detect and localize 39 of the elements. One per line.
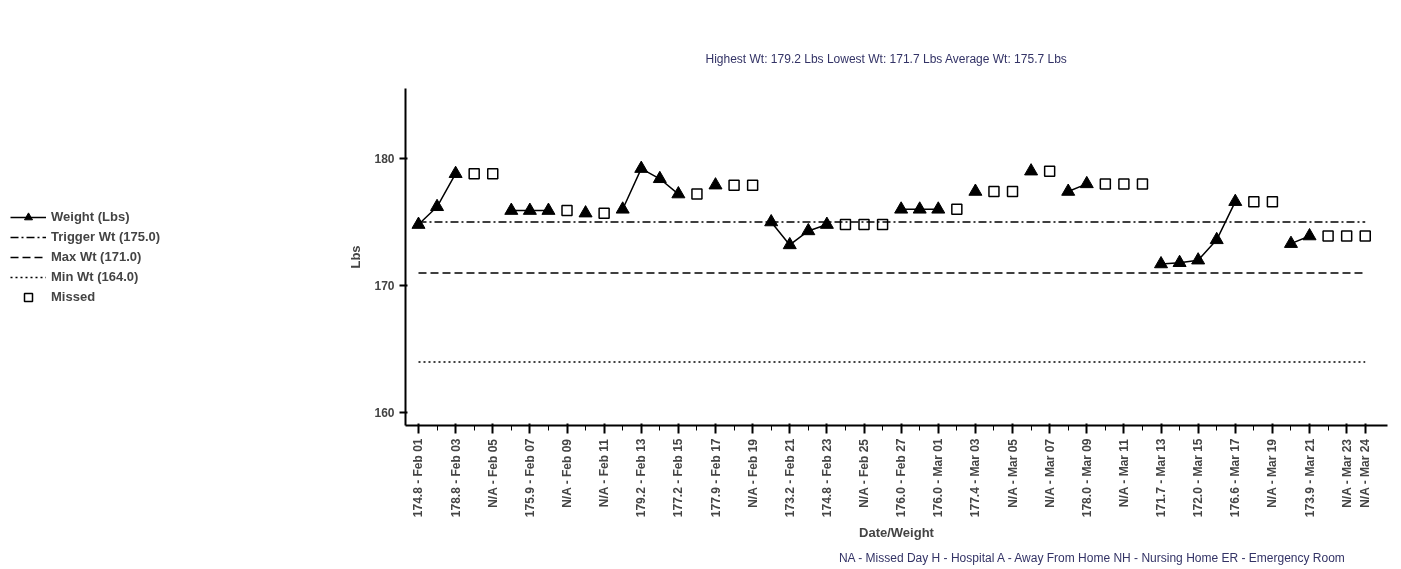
x-tick-label: 177.9 - Feb 17 <box>708 438 723 518</box>
x-tick-label: 173.2 - Feb 21 <box>782 438 797 518</box>
x-tick-label: N/A - Mar 24 <box>1358 438 1373 508</box>
legend-label: Min Wt (164.0) <box>51 268 139 285</box>
x-tick-label: 176.6 - Mar 17 <box>1228 438 1243 518</box>
x-tick-label: N/A - Mar 11 <box>1116 438 1131 508</box>
x-tick-label: N/A - Mar 23 <box>1339 438 1354 508</box>
x-tick-label: 172.0 - Mar 15 <box>1191 438 1206 518</box>
x-tick-label: 174.8 - Feb 23 <box>819 438 834 518</box>
x-tick-label: N/A - Mar 07 <box>1042 438 1057 508</box>
x-tick-label: 178.0 - Mar 09 <box>1079 438 1094 518</box>
x-tick-label: 176.0 - Mar 01 <box>931 438 946 518</box>
x-tick-label: N/A - Mar 19 <box>1265 438 1280 508</box>
x-tick-label: 174.8 - Feb 01 <box>411 438 426 518</box>
x-tick-label: N/A - Mar 05 <box>1005 438 1020 508</box>
x-tick-label: N/A - Feb 11 <box>597 438 612 508</box>
x-tick-label: 173.9 - Mar 21 <box>1302 438 1317 518</box>
x-tick-label: 176.0 - Feb 27 <box>894 438 909 518</box>
x-tick-label: N/A - Feb 05 <box>485 438 500 508</box>
text: NA - Missed Day H - Hospital A - Away From Home NH - Nursing Home ER - Emergency Room <box>838 550 1345 565</box>
x-tick-label: N/A - Feb 09 <box>560 438 574 508</box>
legend-label: Weight (Lbs) <box>51 208 130 225</box>
y-axis-title: Lbs <box>348 245 364 269</box>
x-tick-label: N/A - Feb 19 <box>745 438 760 508</box>
x-tick-label: N/A - Feb 25 <box>857 438 872 508</box>
x-axis-title: Date/Weight <box>859 525 935 541</box>
legend-label: Max Wt (171.0) <box>51 248 142 265</box>
legend-label: Missed <box>51 288 96 305</box>
y-tick-label: 180 <box>374 151 395 166</box>
x-tick-label: 175.9 - Feb 07 <box>522 438 537 518</box>
chart-title: Highest Wt: 179.2 Lbs Lowest Wt: 171.7 Lbs Average Wt: 175.7 Lbs <box>705 52 1067 66</box>
x-tick-label: 179.2 - Feb 13 <box>634 438 649 518</box>
y-tick-label: 160 <box>374 406 395 421</box>
y-tick-label: 170 <box>374 279 395 294</box>
x-tick-label: 178.8 - Feb 03 <box>448 438 463 518</box>
x-tick-label: 171.7 - Mar 13 <box>1154 438 1169 518</box>
legend-label: Trigger Wt (175.0) <box>51 228 161 245</box>
x-tick-label: 177.2 - Feb 15 <box>671 438 686 518</box>
x-tick-label: 177.4 - Mar 03 <box>968 438 983 518</box>
